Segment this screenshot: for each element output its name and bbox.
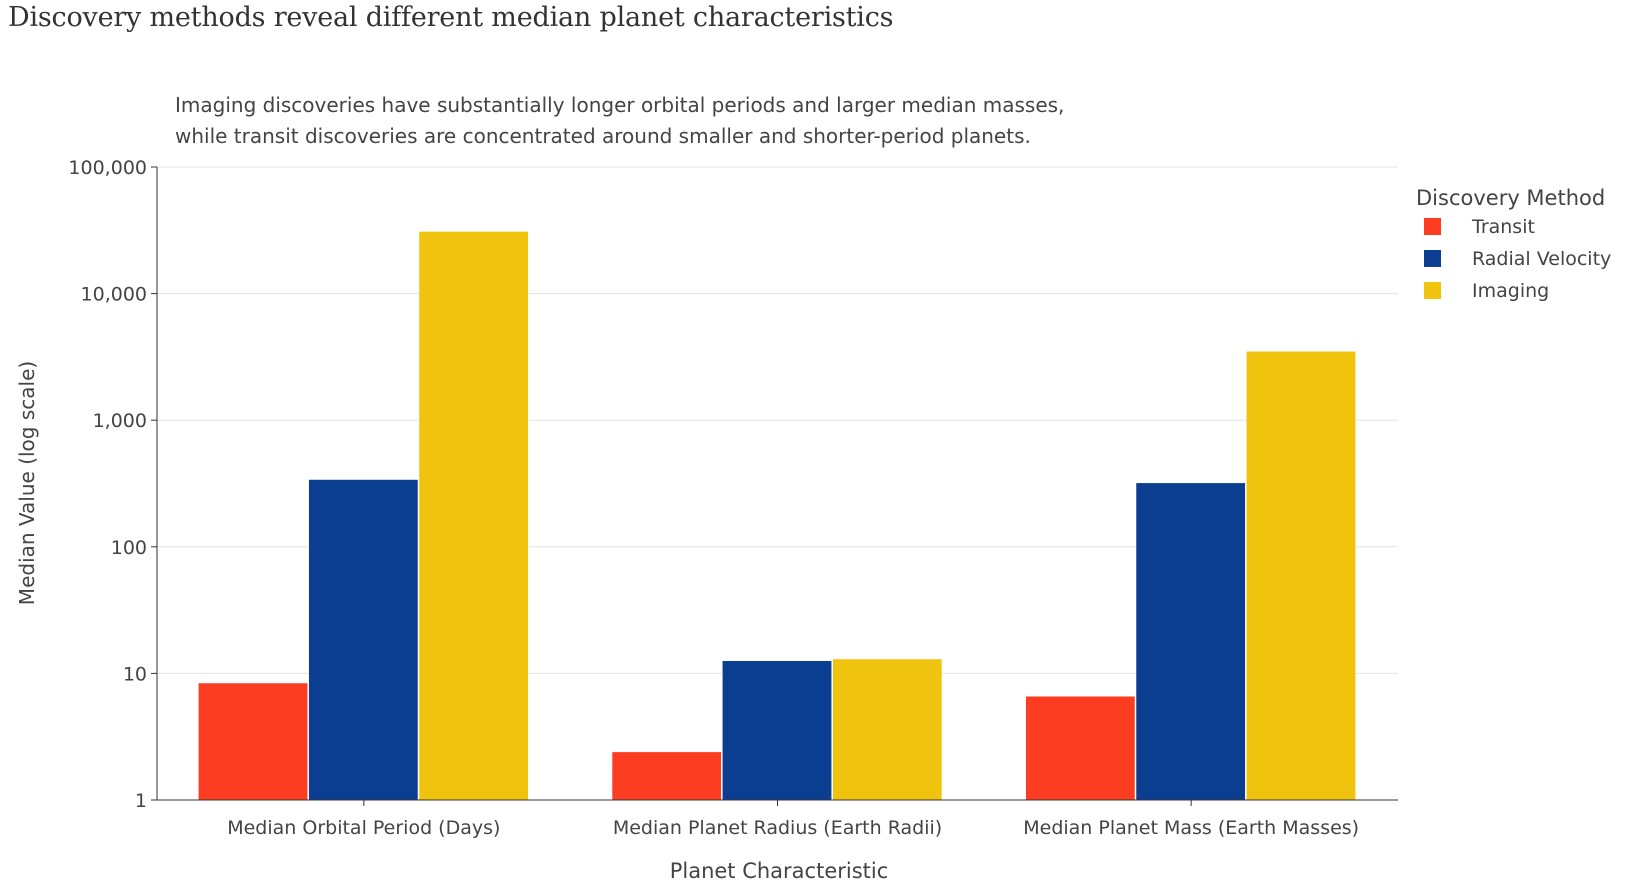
- y-tick-label: 100,000: [68, 157, 147, 179]
- bar-radial-velocity: [308, 479, 419, 801]
- legend-label: Transit: [1471, 216, 1535, 238]
- bar-imaging: [418, 231, 529, 801]
- y-tick-label: 10,000: [81, 284, 147, 306]
- legend-swatch: [1424, 218, 1441, 235]
- chart-title: Discovery methods reveal different media…: [8, 2, 894, 33]
- y-tick-label: 1,000: [93, 410, 147, 432]
- chart-subtitle-line-2: while transit discoveries are concentrat…: [175, 124, 1031, 148]
- y-tick-label: 10: [123, 663, 147, 685]
- legend-title: Discovery Method: [1416, 186, 1605, 210]
- bar-imaging: [1246, 351, 1356, 801]
- bar-transit: [198, 682, 308, 801]
- bar-transit: [611, 751, 722, 801]
- legend-swatch: [1424, 250, 1441, 267]
- y-tick-label: 100: [111, 537, 147, 559]
- x-tick-label: Median Planet Radius (Earth Radii): [613, 817, 942, 839]
- y-tick-label: 1: [135, 790, 147, 812]
- axes: 1 10 100 1,000 10,000 100,000 Median Orbital P…: [68, 157, 1398, 839]
- y-axis-title: Median Value (log scale): [15, 361, 39, 605]
- bar-transit: [1025, 695, 1136, 801]
- legend: Discovery Method Transit Radial Velocity I…: [1416, 186, 1611, 302]
- legend-swatch: [1424, 282, 1441, 299]
- bar-radial-velocity: [722, 660, 832, 801]
- x-axis-title: Planet Characteristic: [670, 859, 889, 883]
- bars: [198, 231, 1356, 801]
- bar-radial-velocity: [1135, 482, 1246, 801]
- x-tick-label: Median Orbital Period (Days): [227, 817, 500, 839]
- x-tick-label: Median Planet Mass (Earth Masses): [1023, 817, 1359, 839]
- chart-subtitle: Imaging discoveries have substantially l…: [175, 90, 1064, 152]
- chart-subtitle-line-1: Imaging discoveries have substantially l…: [175, 93, 1065, 117]
- legend-label: Imaging: [1472, 280, 1549, 302]
- bar-imaging: [832, 658, 943, 801]
- legend-label: Radial Velocity: [1472, 248, 1611, 270]
